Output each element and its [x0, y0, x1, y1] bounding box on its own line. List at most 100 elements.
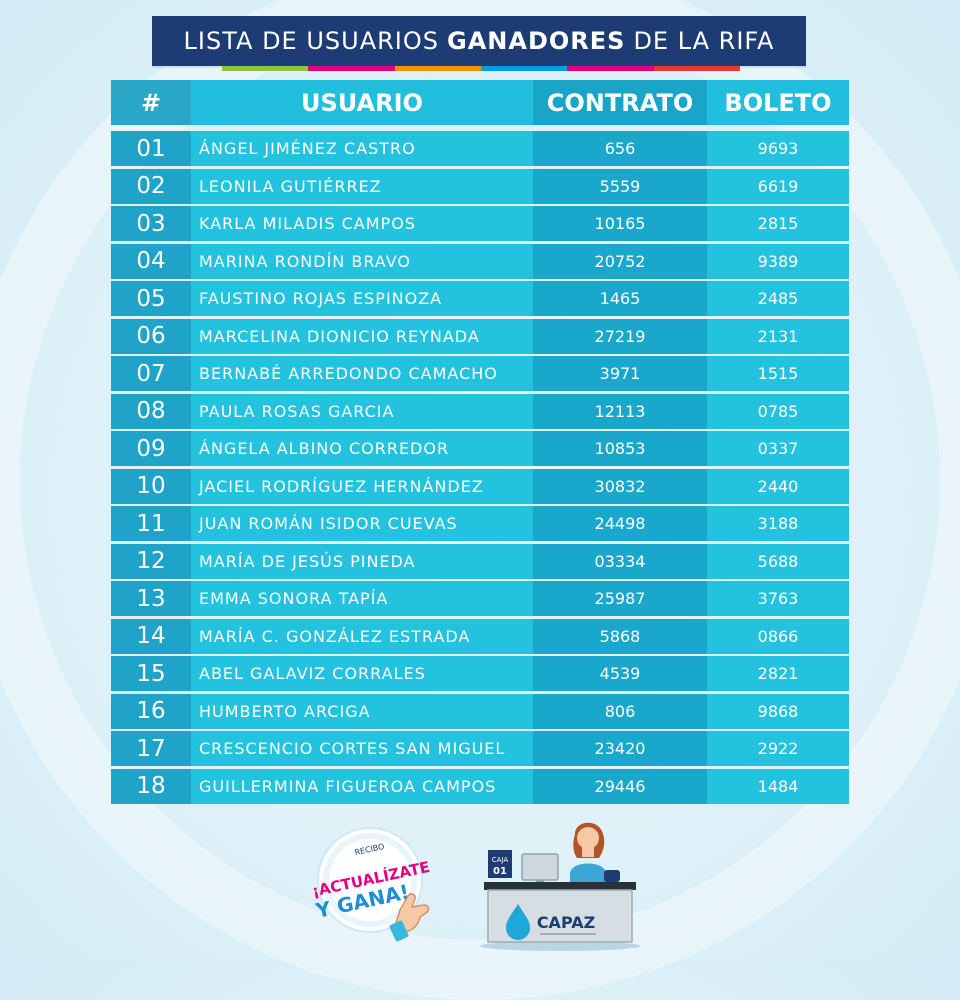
row-user: KARLA MILADIS CAMPOS	[191, 206, 533, 241]
row-ticket: 2922	[707, 731, 849, 766]
row-number: 05	[111, 281, 191, 316]
table-row: 07 BERNABÉ ARREDONDO CAMACHO 3971 1515	[111, 356, 849, 391]
row-user: MARCELINA DIONICIO REYNADA	[191, 318, 533, 354]
row-contract: 3971	[533, 356, 707, 391]
table-row: 10 JACIEL RODRÍGUEZ HERNÁNDEZ 30832 2440	[111, 468, 849, 504]
header-ticket: BOLETO	[707, 80, 849, 125]
brand-name: CAPAZ	[537, 913, 595, 932]
table-row: 09 ÁNGELA ALBINO CORREDOR 10853 0337	[111, 431, 849, 466]
table-row: 12 MARÍA DE JESÚS PINEDA 03334 5688	[111, 543, 849, 579]
row-contract: 12113	[533, 393, 707, 429]
row-ticket: 9389	[707, 243, 849, 279]
row-number: 09	[111, 431, 191, 466]
stripe-segment	[308, 66, 395, 71]
row-number: 16	[111, 693, 191, 729]
row-number: 15	[111, 656, 191, 691]
table-row: 11 JUAN ROMÁN ISIDOR CUEVAS 24498 3188	[111, 506, 849, 541]
table-row: 15 ABEL GALAVIZ CORRALES 4539 2821	[111, 656, 849, 691]
row-number: 08	[111, 393, 191, 429]
stripe-segment	[480, 66, 568, 71]
row-ticket: 5688	[707, 543, 849, 579]
row-contract: 03334	[533, 543, 707, 579]
row-ticket: 2440	[707, 468, 849, 504]
row-number: 18	[111, 768, 191, 804]
row-ticket: 1515	[707, 356, 849, 391]
row-number: 07	[111, 356, 191, 391]
row-ticket: 1484	[707, 768, 849, 804]
pointing-hand-icon	[389, 893, 430, 942]
row-ticket: 2131	[707, 318, 849, 354]
row-user: FAUSTINO ROJAS ESPINOZA	[191, 281, 533, 316]
row-number: 11	[111, 506, 191, 541]
row-user: PAULA ROSAS GARCIA	[191, 393, 533, 429]
row-user: CRESCENCIO CORTES SAN MIGUEL	[191, 731, 533, 766]
stripe-segment	[653, 66, 740, 71]
row-user: EMMA SONORA TAPÍA	[191, 581, 533, 616]
row-number: 13	[111, 581, 191, 616]
row-contract: 5868	[533, 618, 707, 654]
row-number: 17	[111, 731, 191, 766]
row-user: JUAN ROMÁN ISIDOR CUEVAS	[191, 506, 533, 541]
row-contract: 5559	[533, 168, 707, 204]
table-row: 02 LEONILA GUTIÉRREZ 5559 6619	[111, 168, 849, 204]
row-ticket: 6619	[707, 168, 849, 204]
row-user: MARÍA DE JESÚS PINEDA	[191, 543, 533, 579]
row-ticket: 2821	[707, 656, 849, 691]
row-contract: 10165	[533, 206, 707, 241]
title-bold: GANADORES	[447, 27, 626, 55]
row-contract: 10853	[533, 431, 707, 466]
caja-label: CAJA	[492, 856, 509, 864]
stripe-segment	[567, 66, 654, 71]
row-contract: 27219	[533, 318, 707, 354]
table-row: 04 MARINA RONDÍN BRAVO 20752 9389	[111, 243, 849, 279]
row-user: MARÍA C. GONZÁLEZ ESTRADA	[191, 618, 533, 654]
table-row: 05 FAUSTINO ROJAS ESPINOZA 1465 2485	[111, 281, 849, 316]
row-contract: 23420	[533, 731, 707, 766]
row-contract: 29446	[533, 768, 707, 804]
row-user: ÁNGEL JIMÉNEZ CASTRO	[191, 131, 533, 166]
row-number: 12	[111, 543, 191, 579]
row-contract: 20752	[533, 243, 707, 279]
row-number: 14	[111, 618, 191, 654]
row-user: MARINA RONDÍN BRAVO	[191, 243, 533, 279]
row-number: 03	[111, 206, 191, 241]
capaz-desk-illustration: CAJA 01 CAPAZ	[470, 812, 650, 952]
row-user: LEONILA GUTIÉRREZ	[191, 168, 533, 204]
row-contract: 4539	[533, 656, 707, 691]
table-body: 01 ÁNGEL JIMÉNEZ CASTRO 656 9693 02 LEONILA G…	[111, 131, 849, 804]
table-row: 13 EMMA SONORA TAPÍA 25987 3763	[111, 581, 849, 616]
title-prefix: LISTA DE USUARIOS	[183, 27, 440, 55]
table-row: 17 CRESCENCIO CORTES SAN MIGUEL 23420 2922	[111, 731, 849, 766]
row-contract: 30832	[533, 468, 707, 504]
title-color-stripe	[222, 66, 740, 71]
row-contract: 25987	[533, 581, 707, 616]
row-contract: 806	[533, 693, 707, 729]
row-user: GUILLERMINA FIGUEROA CAMPOS	[191, 768, 533, 804]
table-row: 01 ÁNGEL JIMÉNEZ CASTRO 656 9693	[111, 131, 849, 166]
table-row: 14 MARÍA C. GONZÁLEZ ESTRADA 5868 0866	[111, 618, 849, 654]
row-number: 04	[111, 243, 191, 279]
row-contract: 656	[533, 131, 707, 166]
row-user: ABEL GALAVIZ CORRALES	[191, 656, 533, 691]
row-ticket: 2485	[707, 281, 849, 316]
row-user: BERNABÉ ARREDONDO CAMACHO	[191, 356, 533, 391]
table-row: 06 MARCELINA DIONICIO REYNADA 27219 2131	[111, 318, 849, 354]
row-contract: 1465	[533, 281, 707, 316]
row-ticket: 0866	[707, 618, 849, 654]
header-user: USUARIO	[191, 80, 533, 125]
table-row: 08 PAULA ROSAS GARCIA 12113 0785	[111, 393, 849, 429]
header-number: #	[111, 80, 191, 125]
stripe-segment	[394, 66, 481, 71]
table-row: 03 KARLA MILADIS CAMPOS 10165 2815	[111, 206, 849, 241]
caja-number: 01	[493, 866, 507, 877]
table-row: 18 GUILLERMINA FIGUEROA CAMPOS 29446 1484	[111, 768, 849, 804]
row-ticket: 2815	[707, 206, 849, 241]
winners-table: # USUARIO CONTRATO BOLETO 01 ÁNGEL JIMÉNE…	[111, 80, 849, 806]
table-row: 16 HUMBERTO ARCIGA 806 9868	[111, 693, 849, 729]
water-drop-icon	[506, 904, 530, 940]
row-ticket: 3763	[707, 581, 849, 616]
row-number: 10	[111, 468, 191, 504]
promo-logo: RECIBO ¡ACTUALÍZATE Y GANA!	[300, 822, 450, 952]
row-ticket: 0785	[707, 393, 849, 429]
row-ticket: 3188	[707, 506, 849, 541]
